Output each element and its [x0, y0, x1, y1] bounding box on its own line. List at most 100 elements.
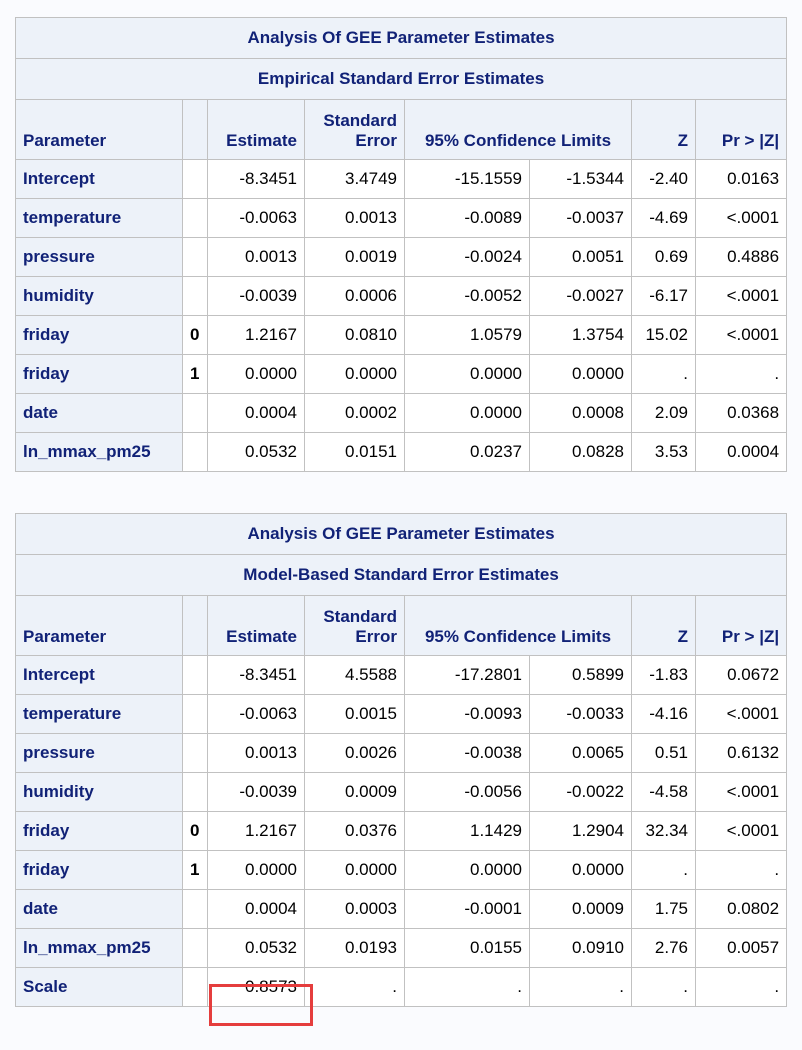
row-z: -4.69 [631, 198, 696, 238]
row-estimate: 0.0532 [207, 432, 305, 472]
row-level: 0 [182, 315, 208, 355]
row-z: -1.83 [631, 655, 696, 695]
row-lower-limit: -15.1559 [404, 159, 530, 199]
row-level [182, 967, 208, 1007]
row-estimate: 0.0013 [207, 237, 305, 277]
col-header-confidence-limits: 95% Confidence Limits [404, 595, 632, 656]
row-z: 15.02 [631, 315, 696, 355]
col-header-estimate: Estimate [207, 99, 305, 160]
col-header-parameter: Parameter [15, 99, 183, 160]
row-upper-limit: 0.0828 [529, 432, 632, 472]
table-row: temperature -0.0063 0.0015 -0.0093 -0.0033 -4… [15, 694, 788, 734]
row-standard-error: 0.0026 [304, 733, 405, 773]
table-row: friday 0 1.2167 0.0810 1.0579 1.3754 15.02 <.00… [15, 315, 788, 355]
row-estimate: 0.8573 [207, 967, 305, 1007]
row-estimate: 1.2167 [207, 315, 305, 355]
col-header-estimate: Estimate [207, 595, 305, 656]
row-p-value: 0.0163 [694, 159, 788, 199]
table-row: friday 1 0.0000 0.0000 0.0000 0.0000.. [15, 354, 788, 394]
row-level [182, 393, 208, 433]
row-lower-limit: 0.0000 [404, 354, 530, 394]
row-parameter: friday [15, 850, 183, 890]
table-title: Analysis Of GEE Parameter Estimates [14, 17, 788, 59]
row-lower-limit: 0.0000 [404, 393, 530, 433]
row-p-value: 0.0368 [694, 393, 788, 433]
row-estimate: 0.0000 [207, 850, 305, 890]
row-lower-limit: 0.0000 [404, 850, 530, 890]
row-standard-error: 0.0009 [304, 772, 405, 812]
row-parameter: friday [15, 315, 183, 355]
row-p-value: 0.0004 [694, 432, 788, 472]
row-p-value: <.0001 [694, 198, 788, 238]
row-level [182, 772, 208, 812]
row-estimate: -0.0039 [207, 772, 305, 812]
row-p-value: 0.4886 [694, 237, 788, 277]
row-upper-limit: -0.0037 [529, 198, 632, 238]
row-parameter: humidity [15, 276, 183, 316]
row-standard-error: 4.5588 [304, 655, 405, 695]
row-p-value: 0.0802 [694, 889, 788, 929]
col-header-error: Error [355, 131, 397, 150]
table-row: ln_mmax_pm25 0.0532 0.0151 0.0237 0.0828 3.53… [15, 432, 788, 472]
row-parameter: temperature [15, 694, 183, 734]
row-parameter: friday [15, 354, 183, 394]
row-level [182, 237, 208, 277]
row-z: 2.09 [631, 393, 696, 433]
row-lower-limit: -0.0056 [404, 772, 530, 812]
table-subtitle: Model-Based Standard Error Estimates [14, 554, 788, 596]
row-upper-limit: 0.0000 [529, 850, 632, 890]
row-z: -4.16 [631, 694, 696, 734]
row-estimate: -0.0063 [207, 694, 305, 734]
table-row: humidity -0.0039 0.0009 -0.0056 -0.0022 -4.58… [15, 772, 788, 812]
table-row: friday 0 1.2167 0.0376 1.1429 1.2904 32.34 <.00… [15, 811, 788, 851]
row-upper-limit: -1.5344 [529, 159, 632, 199]
row-standard-error: 0.0000 [304, 354, 405, 394]
row-parameter: Intercept [15, 159, 183, 199]
row-estimate: -8.3451 [207, 655, 305, 695]
col-header-z: Z [631, 595, 696, 656]
row-estimate: 0.0532 [207, 928, 305, 968]
row-upper-limit: 0.0009 [529, 889, 632, 929]
row-level [182, 655, 208, 695]
row-parameter: humidity [15, 772, 183, 812]
col-header-standard: Standard [323, 607, 397, 626]
row-standard-error: 0.0015 [304, 694, 405, 734]
col-header-p-value: Pr > |Z| [694, 595, 788, 656]
row-standard-error: 0.0019 [304, 237, 405, 277]
table-row: date 0.0004 0.0002 0.0000 0.0008 2.09 0.0368 [15, 393, 788, 433]
gee-table-empirical: Analysis Of GEE Parameter Estimates Empi… [14, 17, 788, 472]
row-upper-limit: 0.0051 [529, 237, 632, 277]
row-standard-error: 0.0013 [304, 198, 405, 238]
row-parameter: friday [15, 811, 183, 851]
row-parameter: Scale [15, 967, 183, 1007]
row-z: 2.76 [631, 928, 696, 968]
col-header-parameter: Parameter [15, 595, 183, 656]
row-z: 0.69 [631, 237, 696, 277]
row-upper-limit: 0.5899 [529, 655, 632, 695]
row-lower-limit: 0.0237 [404, 432, 530, 472]
table-row: ln_mmax_pm25 0.0532 0.0193 0.0155 0.0910 2.76… [15, 928, 788, 968]
row-estimate: 0.0013 [207, 733, 305, 773]
row-level [182, 159, 208, 199]
row-level: 0 [182, 811, 208, 851]
row-upper-limit: 0.0008 [529, 393, 632, 433]
row-upper-limit: 0.0065 [529, 733, 632, 773]
row-p-value: <.0001 [694, 772, 788, 812]
row-level [182, 432, 208, 472]
row-upper-limit: -0.0027 [529, 276, 632, 316]
row-lower-limit: -17.2801 [404, 655, 530, 695]
row-level [182, 733, 208, 773]
row-lower-limit: -0.0093 [404, 694, 530, 734]
col-header-confidence-limits: 95% Confidence Limits [404, 99, 632, 160]
row-upper-limit: -0.0033 [529, 694, 632, 734]
col-header-standard: Standard [323, 111, 397, 130]
row-z: -4.58 [631, 772, 696, 812]
row-standard-error: 0.0151 [304, 432, 405, 472]
row-level [182, 928, 208, 968]
row-standard-error: 3.4749 [304, 159, 405, 199]
row-lower-limit: 1.0579 [404, 315, 530, 355]
row-standard-error: 0.0003 [304, 889, 405, 929]
row-estimate: -0.0063 [207, 198, 305, 238]
row-standard-error: 0.0810 [304, 315, 405, 355]
row-lower-limit: -0.0038 [404, 733, 530, 773]
